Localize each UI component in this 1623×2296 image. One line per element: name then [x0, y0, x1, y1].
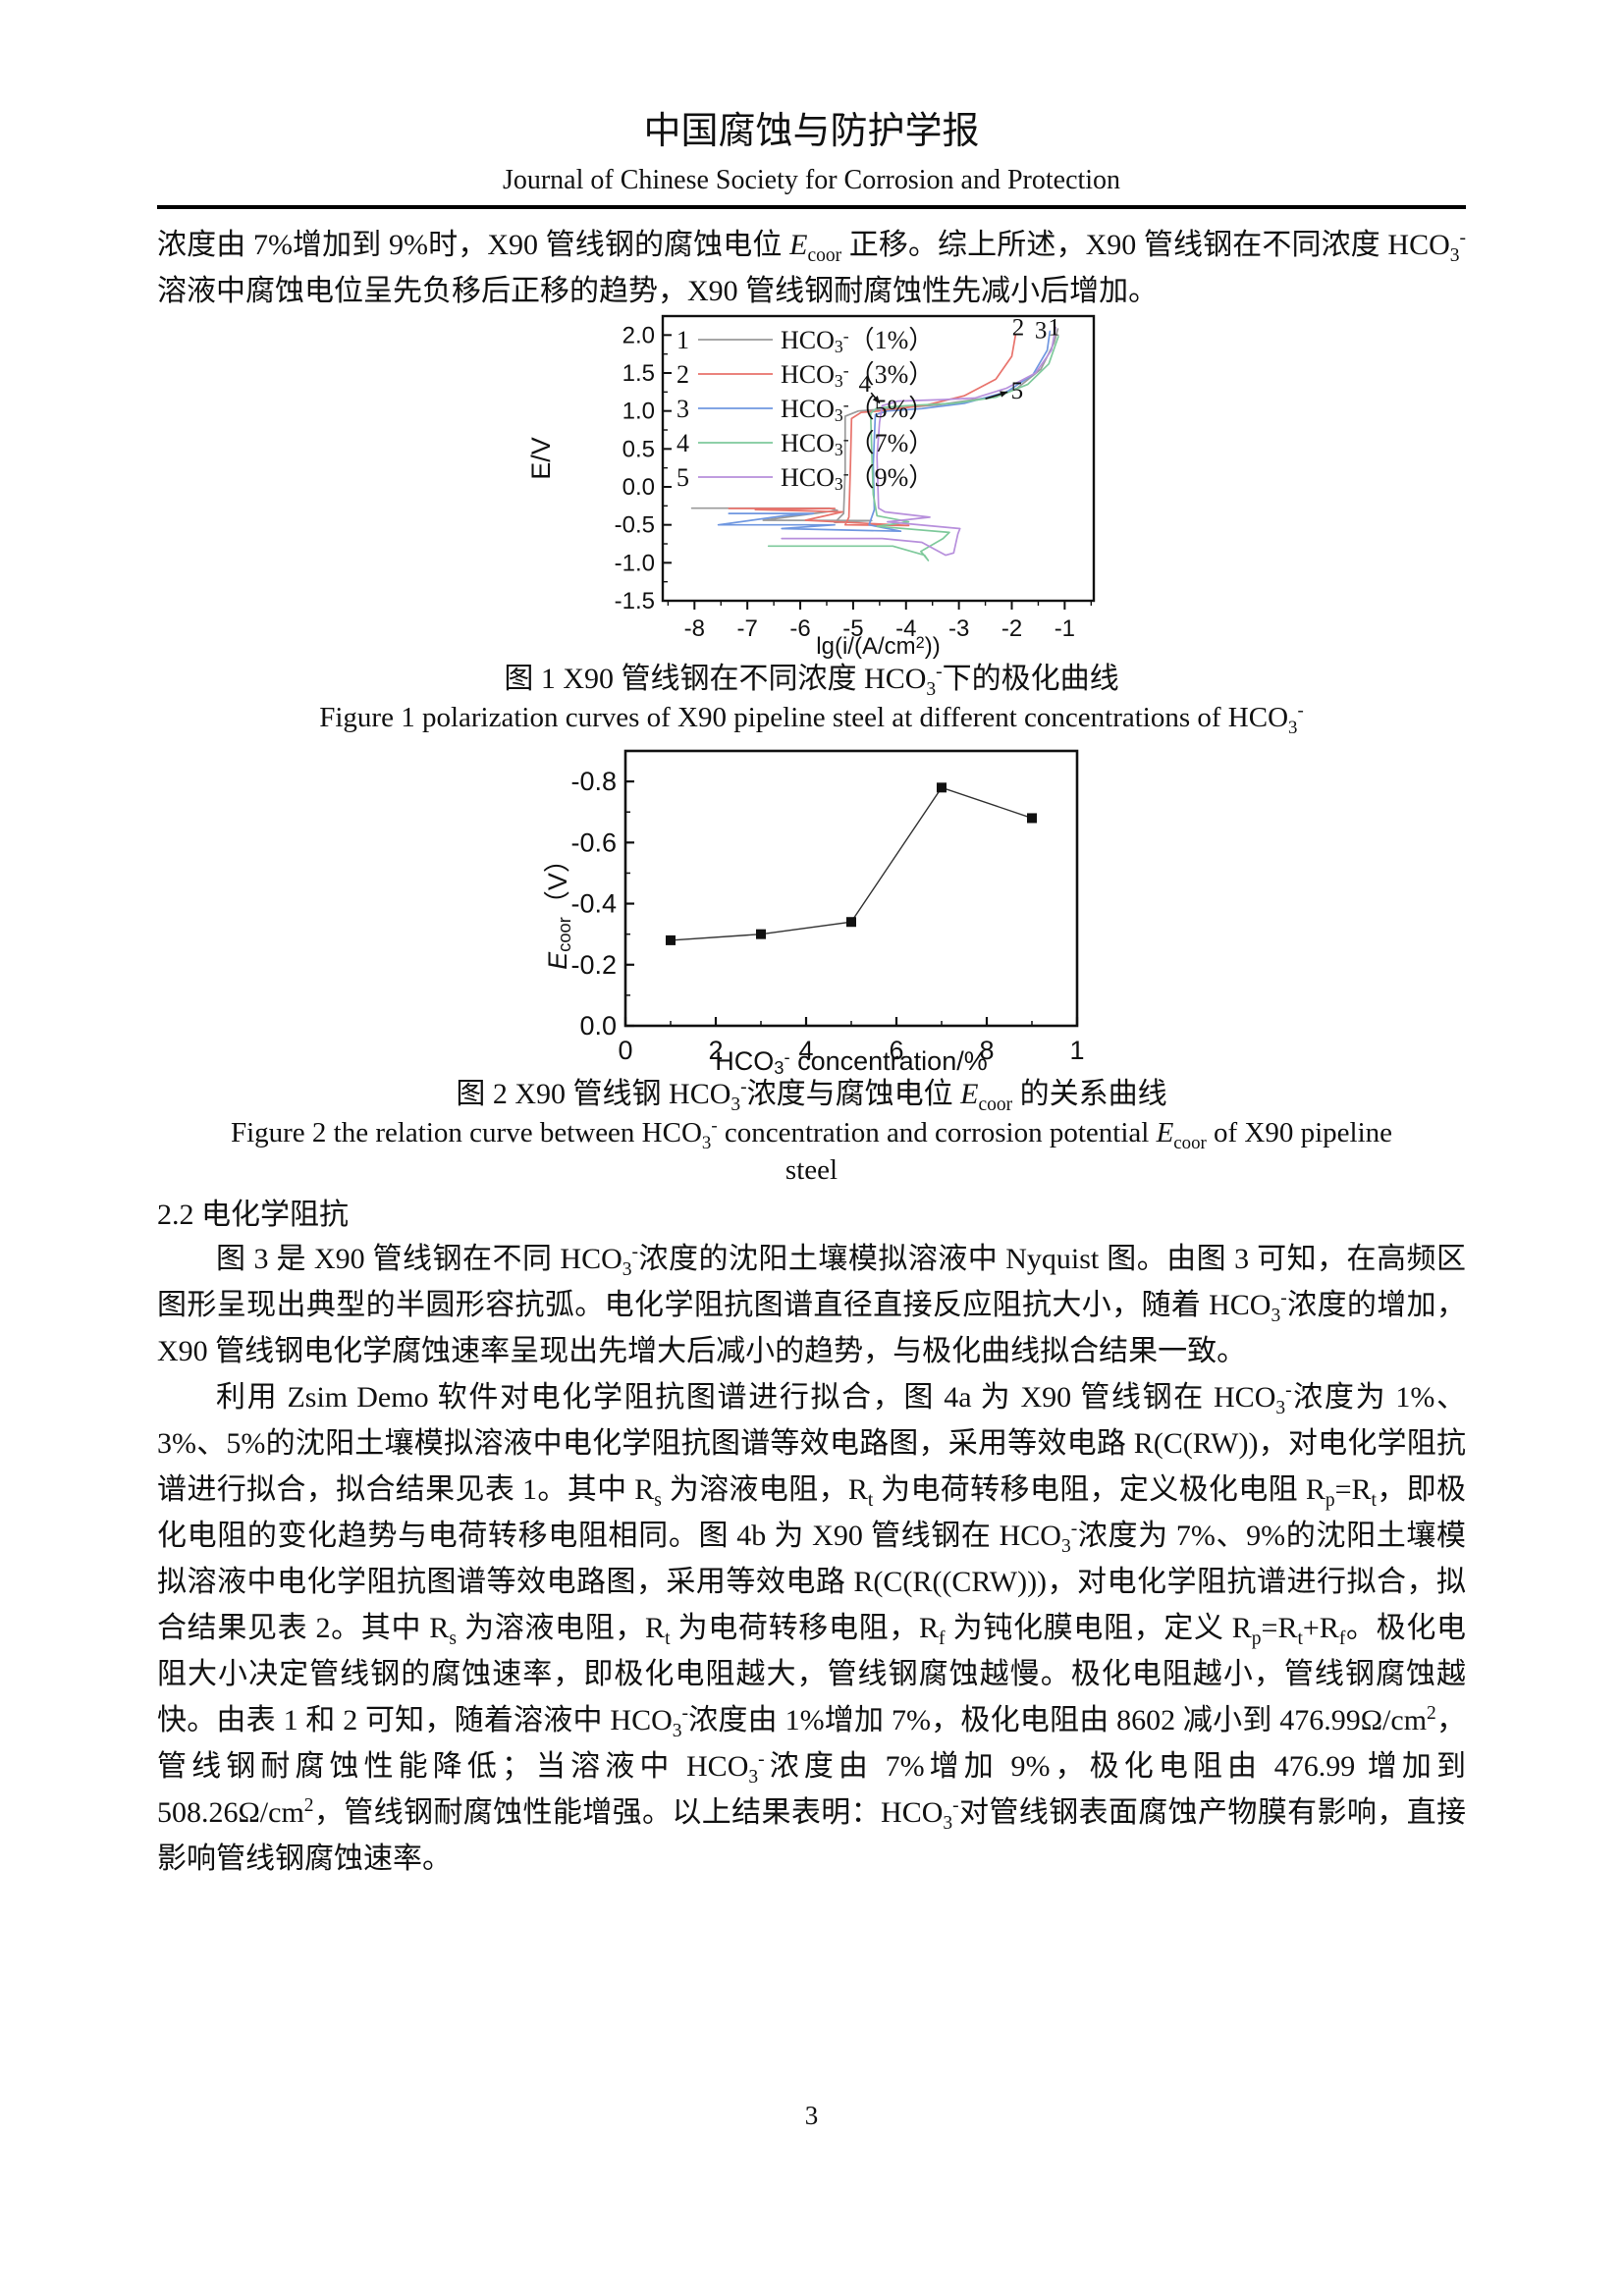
svg-text:HCO3-（3%）: HCO3-（3%） [781, 360, 934, 391]
svg-text:4: 4 [676, 429, 689, 457]
svg-text:HCO3-（7%）: HCO3-（7%） [781, 429, 934, 459]
svg-text:lg(i/(A/cm2)): lg(i/(A/cm2)) [816, 633, 940, 660]
svg-text:-0.5: -0.5 [614, 512, 654, 539]
figure1: -8 -7 -6 -5 -4 -3 -2 -1 -1.5 -1.0 -0.5 0.0 0.5 1.0 1.5… [157, 314, 1466, 660]
svg-text:-0.4: -0.4 [570, 889, 617, 919]
svg-text:0.0: 0.0 [622, 474, 654, 501]
svg-text:-8: -8 [683, 615, 704, 642]
svg-text:-3: -3 [947, 615, 968, 642]
page-number: 3 [804, 2101, 819, 2130]
svg-text:0.5: 0.5 [622, 436, 654, 462]
svg-text:2: 2 [708, 1036, 723, 1065]
section-heading-2-2: 2.2 电化学阻抗 [157, 1199, 349, 1231]
figure2: 0 2 4 6 8 1 0.0 -0.2 -0.4 -0.6 -0.8 Ecoor（V） HCO3- c… [157, 746, 1466, 1075]
figure1-polarization-chart: -8 -7 -6 -5 -4 -3 -2 -1 -1.5 -1.0 -0.5 0.0 0.5 1.0 1.5… [526, 315, 1095, 660]
svg-text:-6: -6 [789, 615, 810, 642]
figure1-caption-en: Figure 1 polarization curves of X90 pipe… [319, 700, 1304, 738]
svg-text:E/V: E/V [526, 437, 556, 480]
journal-title-zh: 中国腐蚀与防护学报 [643, 111, 980, 152]
svg-text:5: 5 [676, 463, 689, 492]
svg-text:-7: -7 [736, 615, 757, 642]
figure1-caption-zh: 图 1 X90 管线钢在不同浓度 HCO3-下的极化曲线 [504, 662, 1119, 700]
svg-text:-1.0: -1.0 [614, 550, 654, 576]
svg-text:HCO3- concentration/%: HCO3- concentration/% [715, 1046, 987, 1075]
paragraph-fitting: 利用 Zsim Demo 软件对电化学阻抗图谱进行拟合，图 4a 为 X90 管… [157, 1380, 1467, 1875]
svg-text:2.0: 2.0 [622, 322, 654, 348]
svg-text:1.0: 1.0 [622, 399, 654, 425]
svg-text:-0.2: -0.2 [570, 950, 617, 980]
svg-text:1: 1 [1069, 1036, 1084, 1065]
svg-text:4: 4 [858, 371, 871, 398]
svg-text:6: 6 [889, 1036, 903, 1065]
page-content: 中国腐蚀与防护学报 Journal of Chinese Society for… [157, 0, 1466, 1882]
svg-text:-0.8: -0.8 [570, 767, 617, 796]
svg-text:4: 4 [798, 1036, 813, 1065]
svg-text:5: 5 [1010, 378, 1023, 404]
svg-text:-1: -1 [1054, 615, 1074, 642]
figure2-caption-en: Figure 2 the relation curve between HCO3… [230, 1115, 1393, 1186]
svg-text:8: 8 [979, 1036, 994, 1065]
paragraph-nyquist: 图 3 是 X90 管线钢在不同 HCO3-浓度的沈阳土壤模拟溶液中 Nyqui… [157, 1242, 1467, 1367]
svg-text:1: 1 [676, 326, 689, 354]
svg-text:Ecoor（V）: Ecoor（V） [543, 846, 574, 970]
svg-text:-5: -5 [842, 615, 863, 642]
svg-text:0: 0 [618, 1036, 632, 1065]
figure2-caption-zh: 图 2 X90 管线钢 HCO3-浓度与腐蚀电位 Ecoor 的关系曲线 [456, 1077, 1167, 1115]
svg-text:2: 2 [676, 360, 689, 389]
svg-text:HCO3-（9%）: HCO3-（9%） [781, 463, 934, 494]
svg-text:0.0: 0.0 [579, 1011, 617, 1041]
svg-text:-2: -2 [1001, 615, 1021, 642]
svg-text:HCO3-（1%）: HCO3-（1%） [781, 326, 934, 356]
paragraph-intro: 浓度由 7%增加到 9%时，X90 管线钢的腐蚀电位 Ecoor 正移。综上所述… [157, 228, 1466, 307]
svg-text:2: 2 [1011, 315, 1024, 342]
svg-text:-4: -4 [895, 615, 916, 642]
figure2-relation-chart: 0 2 4 6 8 1 0.0 -0.2 -0.4 -0.6 -0.8 Ecoor（V） HCO3- c… [543, 749, 1084, 1075]
header-divider [157, 205, 1466, 209]
svg-text:1: 1 [1048, 315, 1060, 342]
svg-text:-1.5: -1.5 [614, 588, 654, 614]
svg-text:1.5: 1.5 [622, 360, 654, 387]
svg-text:HCO3-（5%）: HCO3-（5%） [781, 395, 934, 425]
svg-text:-0.6: -0.6 [570, 828, 617, 857]
svg-text:3: 3 [1034, 318, 1047, 345]
svg-text:3: 3 [676, 395, 689, 423]
journal-title-en: Journal of Chinese Society for Corrosion… [502, 165, 1121, 195]
